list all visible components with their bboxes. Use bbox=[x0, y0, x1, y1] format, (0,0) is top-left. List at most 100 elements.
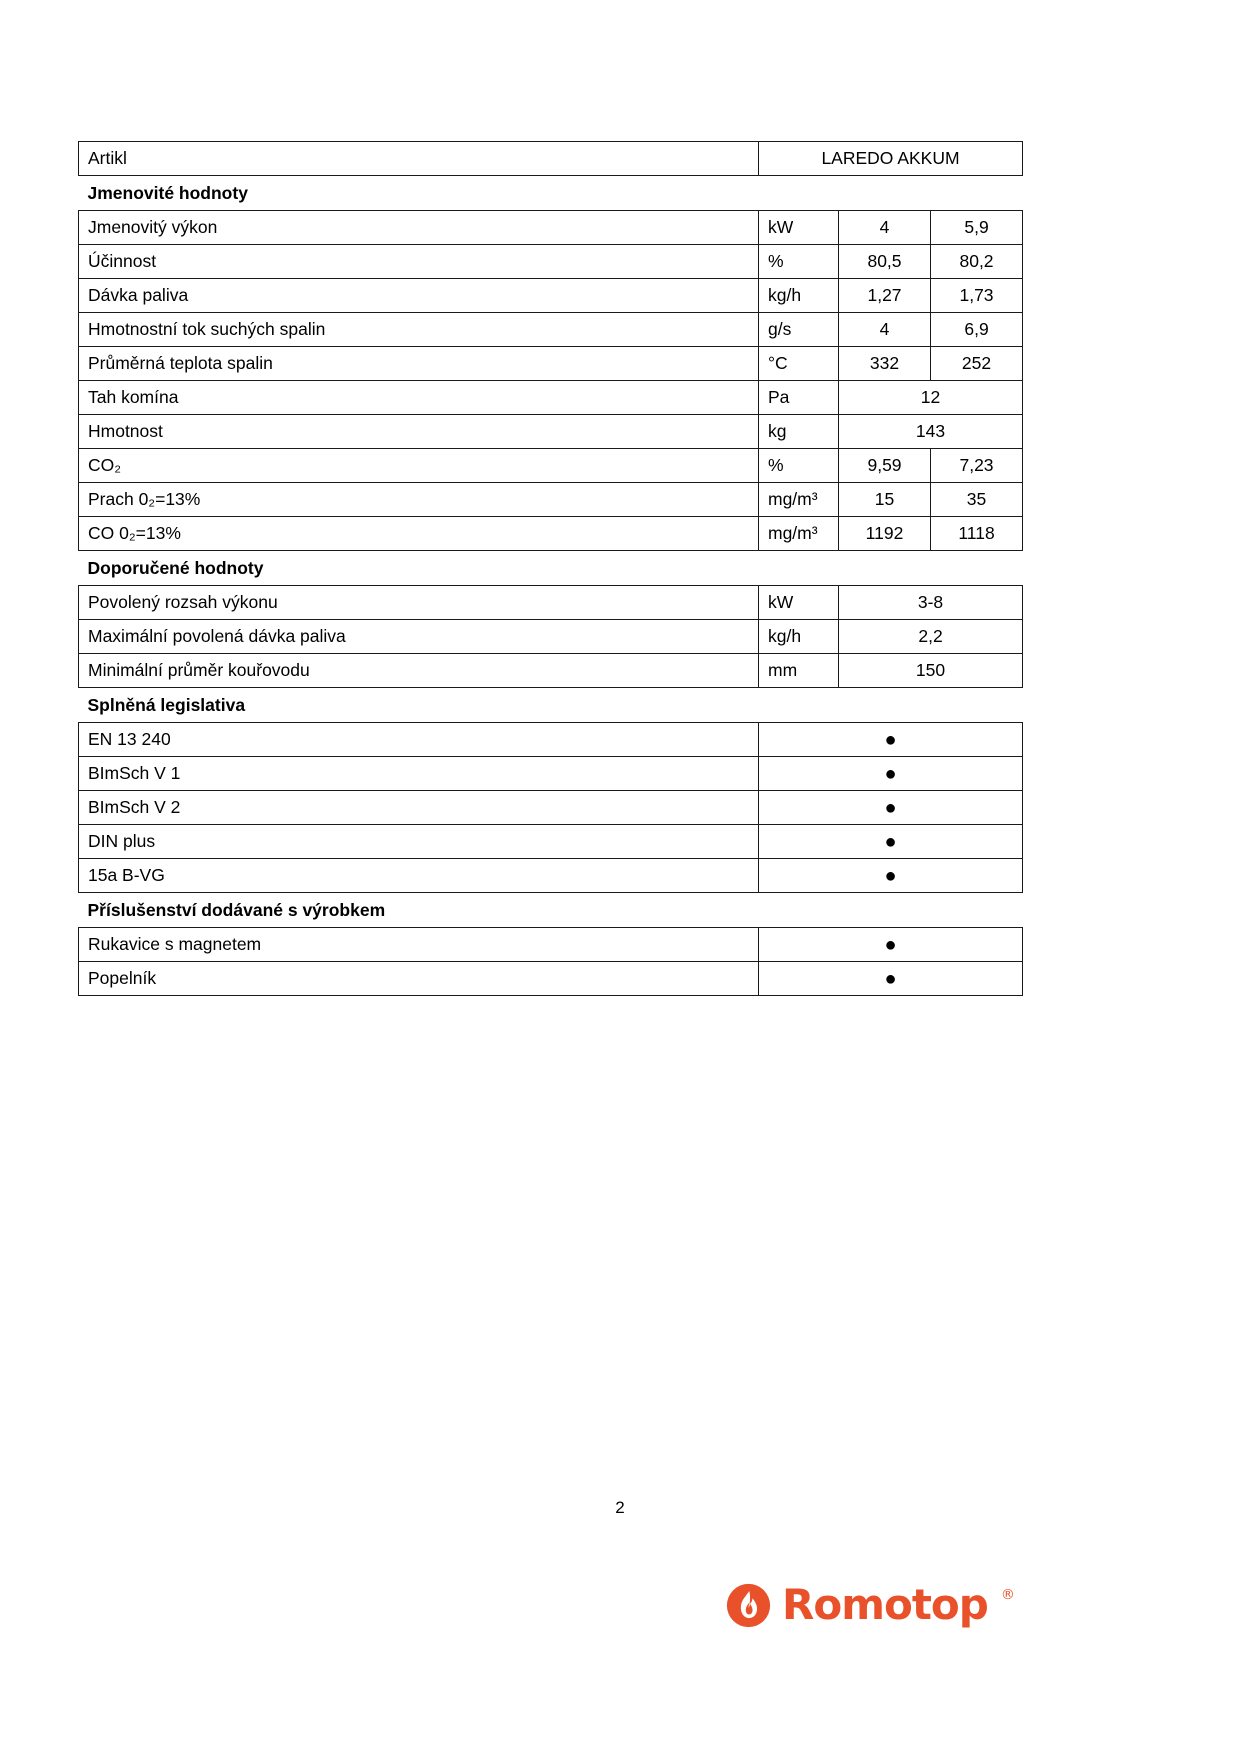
row-value-secondary: 7,23 bbox=[929, 448, 1024, 483]
section-heading-row: Příslušenství dodávané s výrobkem bbox=[78, 892, 1023, 928]
row-unit: mg/m³ bbox=[758, 482, 839, 517]
row-unit: °C bbox=[758, 346, 839, 381]
row-mark: ● bbox=[757, 961, 1024, 996]
row-unit: kW bbox=[758, 210, 839, 245]
table-row: Prach 0₂=13% mg/m³ 15 35 bbox=[78, 482, 1024, 517]
table-row: BImSch V 1 ● bbox=[78, 756, 1024, 791]
section-title: Doporučené hodnoty bbox=[78, 550, 1023, 586]
row-label: Minimální průměr kouřovodu bbox=[78, 653, 759, 688]
row-value-nominal: 1,27 bbox=[838, 278, 931, 313]
section-heading-row: Doporučené hodnoty bbox=[78, 550, 1023, 586]
row-mark: ● bbox=[757, 824, 1024, 859]
row-value-nominal: 332 bbox=[838, 346, 931, 381]
row-label: CO₂ bbox=[78, 448, 759, 483]
table-row: Dávka paliva kg/h 1,27 1,73 bbox=[78, 278, 1024, 313]
row-unit: kW bbox=[758, 585, 839, 620]
row-value-nominal: 1192 bbox=[838, 516, 931, 551]
table-row: Tah komína Pa 12 bbox=[78, 380, 1024, 415]
section-title: Splněná legislativa bbox=[78, 687, 1023, 723]
flame-icon bbox=[726, 1583, 771, 1628]
table-row: Hmotnost kg 143 bbox=[78, 414, 1024, 449]
row-label: 15a B-VG bbox=[78, 858, 759, 893]
row-value: 143 bbox=[837, 414, 1024, 449]
row-value-nominal: 4 bbox=[838, 210, 931, 245]
row-value-secondary: 252 bbox=[929, 346, 1024, 381]
logo-wordmark: Romotop bbox=[782, 1579, 989, 1629]
row-value: 2,2 bbox=[837, 619, 1024, 654]
row-label: Účinnost bbox=[78, 244, 759, 279]
row-label: CO 0₂=13% bbox=[78, 516, 759, 551]
row-value-secondary: 35 bbox=[929, 482, 1024, 517]
section-title: Příslušenství dodávané s výrobkem bbox=[78, 892, 1023, 928]
page-number: 2 bbox=[615, 1498, 625, 1517]
specification-table: Artikl LAREDO AKKUM Jmenovité hodnoty Jmeno… bbox=[78, 141, 1024, 996]
table-row: CO 0₂=13% mg/m³ 1192 1118 bbox=[78, 516, 1024, 551]
romotop-logo: Romotop ® bbox=[726, 1583, 1015, 1628]
row-label: Hmotnost bbox=[78, 414, 759, 449]
row-unit: kg/h bbox=[758, 278, 839, 313]
table-row: BImSch V 2 ● bbox=[78, 790, 1024, 825]
row-mark: ● bbox=[757, 756, 1024, 791]
table-row: Povolený rozsah výkonu kW 3-8 bbox=[78, 585, 1024, 620]
row-unit: kg bbox=[758, 414, 839, 449]
row-value-nominal: 80,5 bbox=[838, 244, 931, 279]
row-value-secondary: 1,73 bbox=[929, 278, 1024, 313]
row-mark: ● bbox=[757, 927, 1024, 962]
row-mark: ● bbox=[757, 722, 1024, 757]
row-unit: mm bbox=[758, 653, 839, 688]
row-mark: ● bbox=[757, 790, 1024, 825]
table-row: DIN plus ● bbox=[78, 824, 1024, 859]
row-value-secondary: 1118 bbox=[929, 516, 1024, 551]
table-row: CO₂% 9,59 7,23 bbox=[78, 448, 1024, 483]
table-row: Rukavice s magnetem ● bbox=[78, 927, 1024, 962]
row-label: Popelník bbox=[78, 961, 759, 996]
section-heading-row: Jmenovité hodnoty bbox=[78, 175, 1023, 211]
row-unit: mg/m³ bbox=[758, 516, 839, 551]
row-unit: g/s bbox=[758, 312, 839, 347]
header-model: LAREDO AKKUM bbox=[757, 141, 1024, 176]
row-label: Povolený rozsah výkonu bbox=[78, 585, 759, 620]
row-value-nominal: 15 bbox=[838, 482, 931, 517]
row-mark: ● bbox=[757, 858, 1024, 893]
section-heading-row: Splněná legislativa bbox=[78, 687, 1023, 723]
table-row: Popelník ● bbox=[78, 961, 1024, 996]
row-value-secondary: 80,2 bbox=[929, 244, 1024, 279]
table-row: Účinnost% 80,5 80,2 bbox=[78, 244, 1024, 279]
row-value: 3-8 bbox=[837, 585, 1024, 620]
row-label: EN 13 240 bbox=[78, 722, 759, 757]
table-row: Minimální průměr kouřovodu mm 150 bbox=[78, 653, 1024, 688]
row-value: 150 bbox=[837, 653, 1024, 688]
row-label: Tah komína bbox=[78, 380, 759, 415]
header-label: Artikl bbox=[78, 141, 759, 176]
row-label: Dávka paliva bbox=[78, 278, 759, 313]
row-unit: % bbox=[758, 244, 839, 279]
row-value-secondary: 5,9 bbox=[929, 210, 1024, 245]
row-label: Průměrná teplota spalin bbox=[78, 346, 759, 381]
table-header-row: Artikl LAREDO AKKUM bbox=[78, 141, 1024, 176]
table-row: Maximální povolená dávka paliva kg/h 2,2 bbox=[78, 619, 1024, 654]
table-row: Průměrná teplota spalin °C 332 252 bbox=[78, 346, 1024, 381]
table-row: Hmotnostní tok suchých spalin g/s 4 6,9 bbox=[78, 312, 1024, 347]
table-row: 15a B-VG ● bbox=[78, 858, 1024, 893]
row-label: Maximální povolená dávka paliva bbox=[78, 619, 759, 654]
row-label: Prach 0₂=13% bbox=[78, 482, 759, 517]
row-label: Rukavice s magnetem bbox=[78, 927, 759, 962]
row-unit: % bbox=[758, 448, 839, 483]
row-unit: kg/h bbox=[758, 619, 839, 654]
row-label: DIN plus bbox=[78, 824, 759, 859]
specification-table-body: Artikl LAREDO AKKUM Jmenovité hodnoty Jmeno… bbox=[78, 141, 1024, 996]
table-row: EN 13 240 ● bbox=[78, 722, 1024, 757]
row-label: Hmotnostní tok suchých spalin bbox=[78, 312, 759, 347]
row-label: BImSch V 1 bbox=[78, 756, 759, 791]
row-value-secondary: 6,9 bbox=[929, 312, 1024, 347]
section-title: Jmenovité hodnoty bbox=[78, 175, 1023, 211]
registered-mark: ® bbox=[1000, 1587, 1015, 1603]
row-label: BImSch V 2 bbox=[78, 790, 759, 825]
row-label: Jmenovitý výkon bbox=[78, 210, 759, 245]
row-value: 12 bbox=[837, 380, 1024, 415]
table-row: Jmenovitý výkon kW 4 5,9 bbox=[78, 210, 1024, 245]
row-unit: Pa bbox=[758, 380, 839, 415]
row-value-nominal: 4 bbox=[838, 312, 931, 347]
row-value-nominal: 9,59 bbox=[838, 448, 931, 483]
